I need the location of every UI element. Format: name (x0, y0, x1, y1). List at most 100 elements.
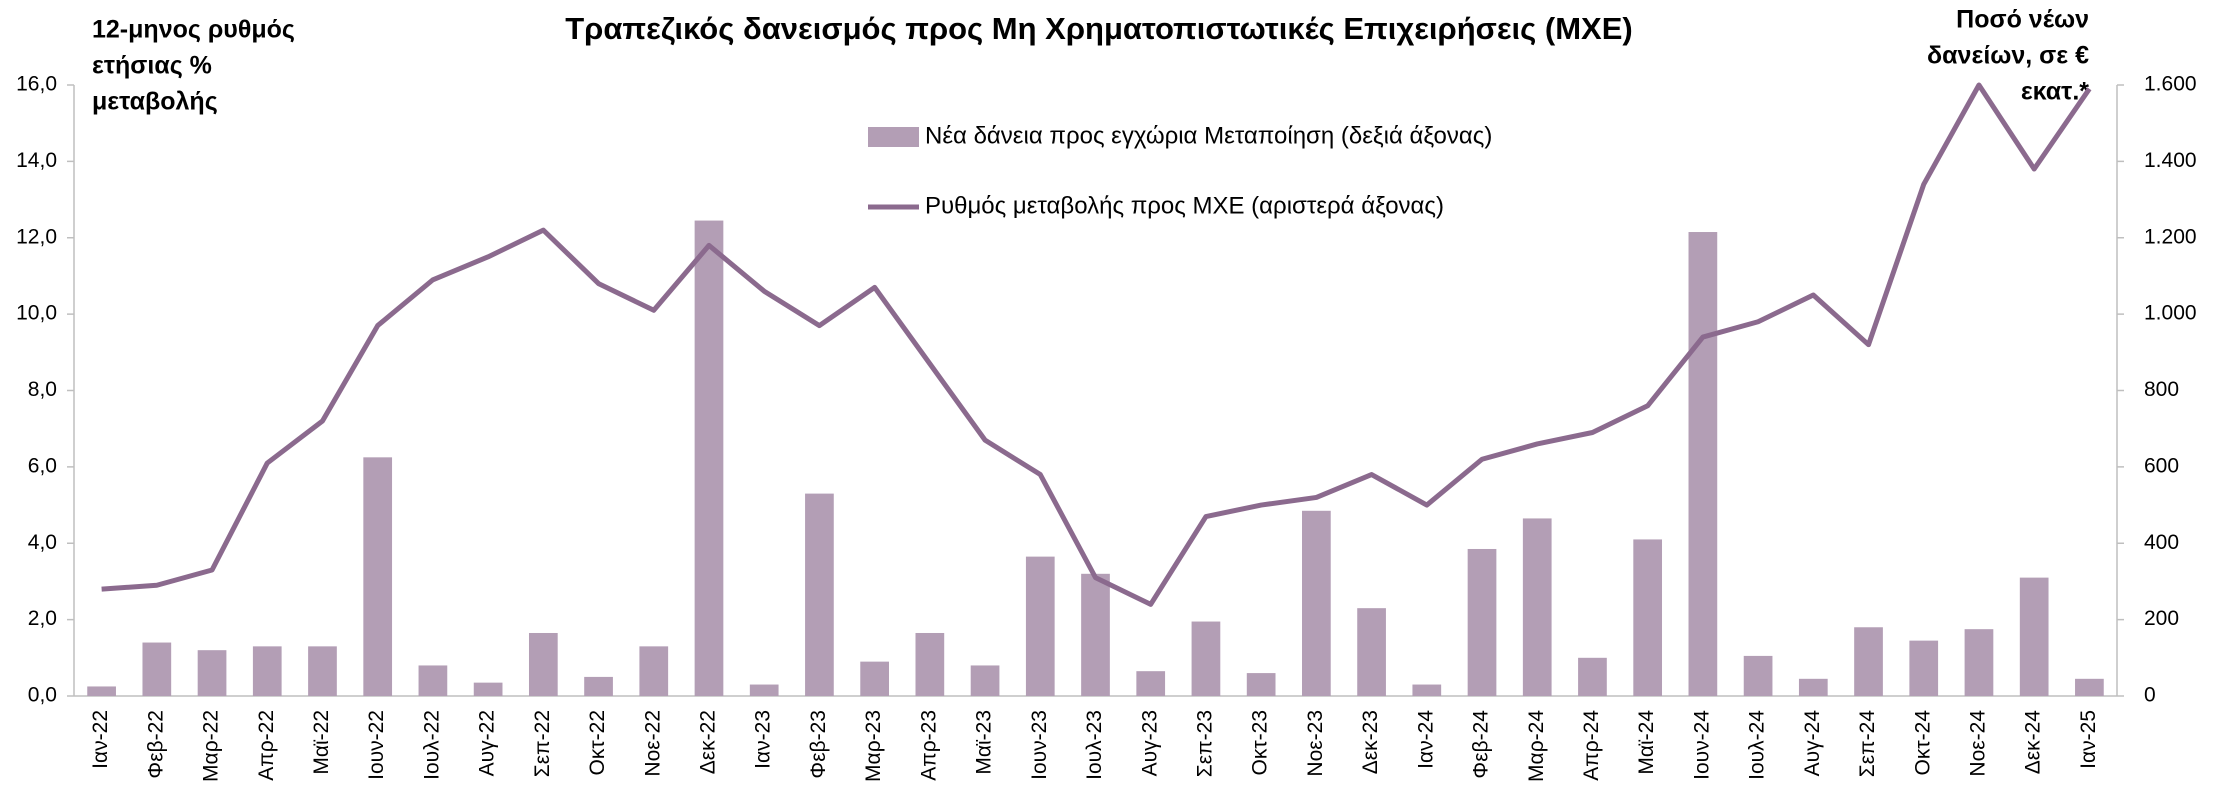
bar (1025, 556, 1055, 696)
y-tick-label: 16,0 (16, 73, 57, 96)
x-tick-label: Σεπ-24 (1856, 710, 1879, 778)
y-tick-label: 4,0 (28, 531, 57, 554)
x-tick-label: Ιαν-22 (89, 710, 112, 769)
y-tick-label: 12,0 (16, 225, 57, 248)
y2-tick-label: 1.200 (2144, 225, 2197, 248)
bar (1522, 518, 1552, 696)
x-tick-label: Ιαν-23 (752, 710, 775, 769)
y2-tick-label: 1.600 (2144, 73, 2197, 96)
x-tick-label: Φεβ-22 (144, 710, 167, 779)
x-tick-label: Ιουλ-22 (420, 710, 443, 780)
bar (1578, 657, 1607, 696)
x-tick-label: Δεκ-22 (697, 710, 720, 774)
bar (694, 220, 724, 697)
bar (1136, 671, 1166, 696)
x-tick-label: Μαρ-24 (1525, 710, 1548, 782)
x-tick-label: Οκτ-24 (1911, 710, 1934, 776)
bar (1412, 684, 1442, 696)
bar (1081, 573, 1110, 696)
y2-tick-label: 200 (2144, 607, 2179, 630)
bar (1964, 629, 1994, 696)
x-tick-label: Ιουλ-23 (1083, 710, 1106, 780)
bar (1246, 673, 1276, 696)
y-tick-label: 0,0 (28, 684, 57, 707)
bar (308, 646, 337, 696)
x-tick-label: Δεκ-23 (1359, 710, 1382, 774)
bar (860, 661, 889, 696)
bar (1909, 640, 1939, 696)
legend-swatch (868, 127, 919, 147)
y2-tick-label: 1.000 (2144, 302, 2197, 325)
y-tick-label: 6,0 (28, 454, 57, 477)
bar (915, 632, 945, 696)
x-tick-label: Σεπ-22 (531, 710, 554, 777)
bar (1798, 678, 1828, 696)
bar (1854, 627, 1883, 696)
bar (252, 646, 282, 696)
y-axis-title: ετήσιας % (92, 52, 212, 80)
bar (2075, 678, 2104, 696)
y-tick-label: 2,0 (28, 607, 57, 630)
x-tick-label: Μαϊ-23 (973, 710, 996, 775)
y2-tick-label: 600 (2144, 454, 2179, 477)
x-tick-label: Αυγ-22 (476, 710, 499, 776)
bar (1467, 548, 1497, 696)
bar (1743, 655, 1773, 696)
bar (473, 682, 503, 696)
bar (142, 642, 172, 696)
y2-axis-title: δανείων, σε € (1927, 42, 2089, 70)
x-tick-label: Νοε-22 (641, 710, 664, 777)
bar (87, 686, 116, 696)
x-tick-label: Αυγ-24 (1801, 710, 1824, 777)
y-tick-label: 14,0 (16, 149, 57, 172)
x-tick-label: Ιουλ-24 (1746, 710, 1769, 780)
x-tick-label: Απρ-24 (1580, 710, 1603, 781)
x-tick-label: Φεβ-23 (807, 710, 830, 779)
legend-label: Νέα δάνεια προς εγχώρια Μεταποίηση (δεξι… (925, 122, 1492, 149)
y2-tick-label: 400 (2144, 531, 2179, 554)
bar (418, 665, 448, 696)
bar (584, 676, 613, 696)
bar (197, 650, 227, 696)
bar (970, 665, 1000, 696)
y2-tick-label: 0 (2144, 684, 2156, 707)
x-tick-label: Ιουν-23 (1028, 710, 1051, 780)
bar (1688, 232, 1718, 696)
y-tick-label: 10,0 (16, 302, 57, 325)
y-axis-title: μεταβολής (92, 88, 218, 116)
x-tick-label: Οκτ-22 (586, 710, 609, 775)
x-tick-label: Απρ-23 (917, 710, 940, 781)
bar (639, 646, 669, 696)
x-tick-label: Σεπ-23 (1193, 710, 1216, 777)
x-tick-label: Αυγ-23 (1138, 710, 1161, 776)
x-tick-label: Μαϊ-22 (310, 710, 333, 775)
bar (2019, 577, 2049, 696)
line (101, 82, 2092, 607)
bar (749, 684, 779, 696)
bar (528, 632, 558, 696)
y2-axis-title: εκατ.* (2021, 78, 2089, 106)
x-tick-label: Μαϊ-24 (1635, 710, 1658, 775)
x-tick-label: Απρ-22 (255, 710, 278, 781)
bar (363, 457, 393, 696)
x-tick-label: Δεκ-24 (2022, 710, 2045, 775)
bar (1191, 621, 1221, 696)
x-tick-label: Φεβ-24 (1470, 710, 1493, 779)
x-tick-label: Νοε-24 (1967, 710, 1990, 777)
x-tick-label: Νοε-23 (1304, 710, 1327, 777)
x-tick-label: Ιαν-24 (1414, 710, 1437, 769)
x-tick-label: Ιουν-24 (1690, 710, 1713, 780)
y2-tick-label: 800 (2144, 378, 2179, 401)
bar (1633, 539, 1663, 696)
x-tick-label: Μαρ-23 (862, 710, 885, 782)
y-axis-title: 12-μηνος ρυθμός (92, 16, 295, 44)
legend-label: Ρυθμός μεταβολής προς ΜΧΕ (αριστερά άξον… (925, 192, 1444, 219)
x-tick-label: Ιουν-22 (365, 710, 388, 780)
bar (805, 493, 834, 696)
y2-tick-label: 1.400 (2144, 149, 2197, 172)
bar (1357, 608, 1386, 696)
x-tick-label: Ιαν-25 (2077, 710, 2100, 769)
bar (1302, 510, 1331, 696)
y2-axis-title: Ποσό νέων (1956, 6, 2089, 34)
